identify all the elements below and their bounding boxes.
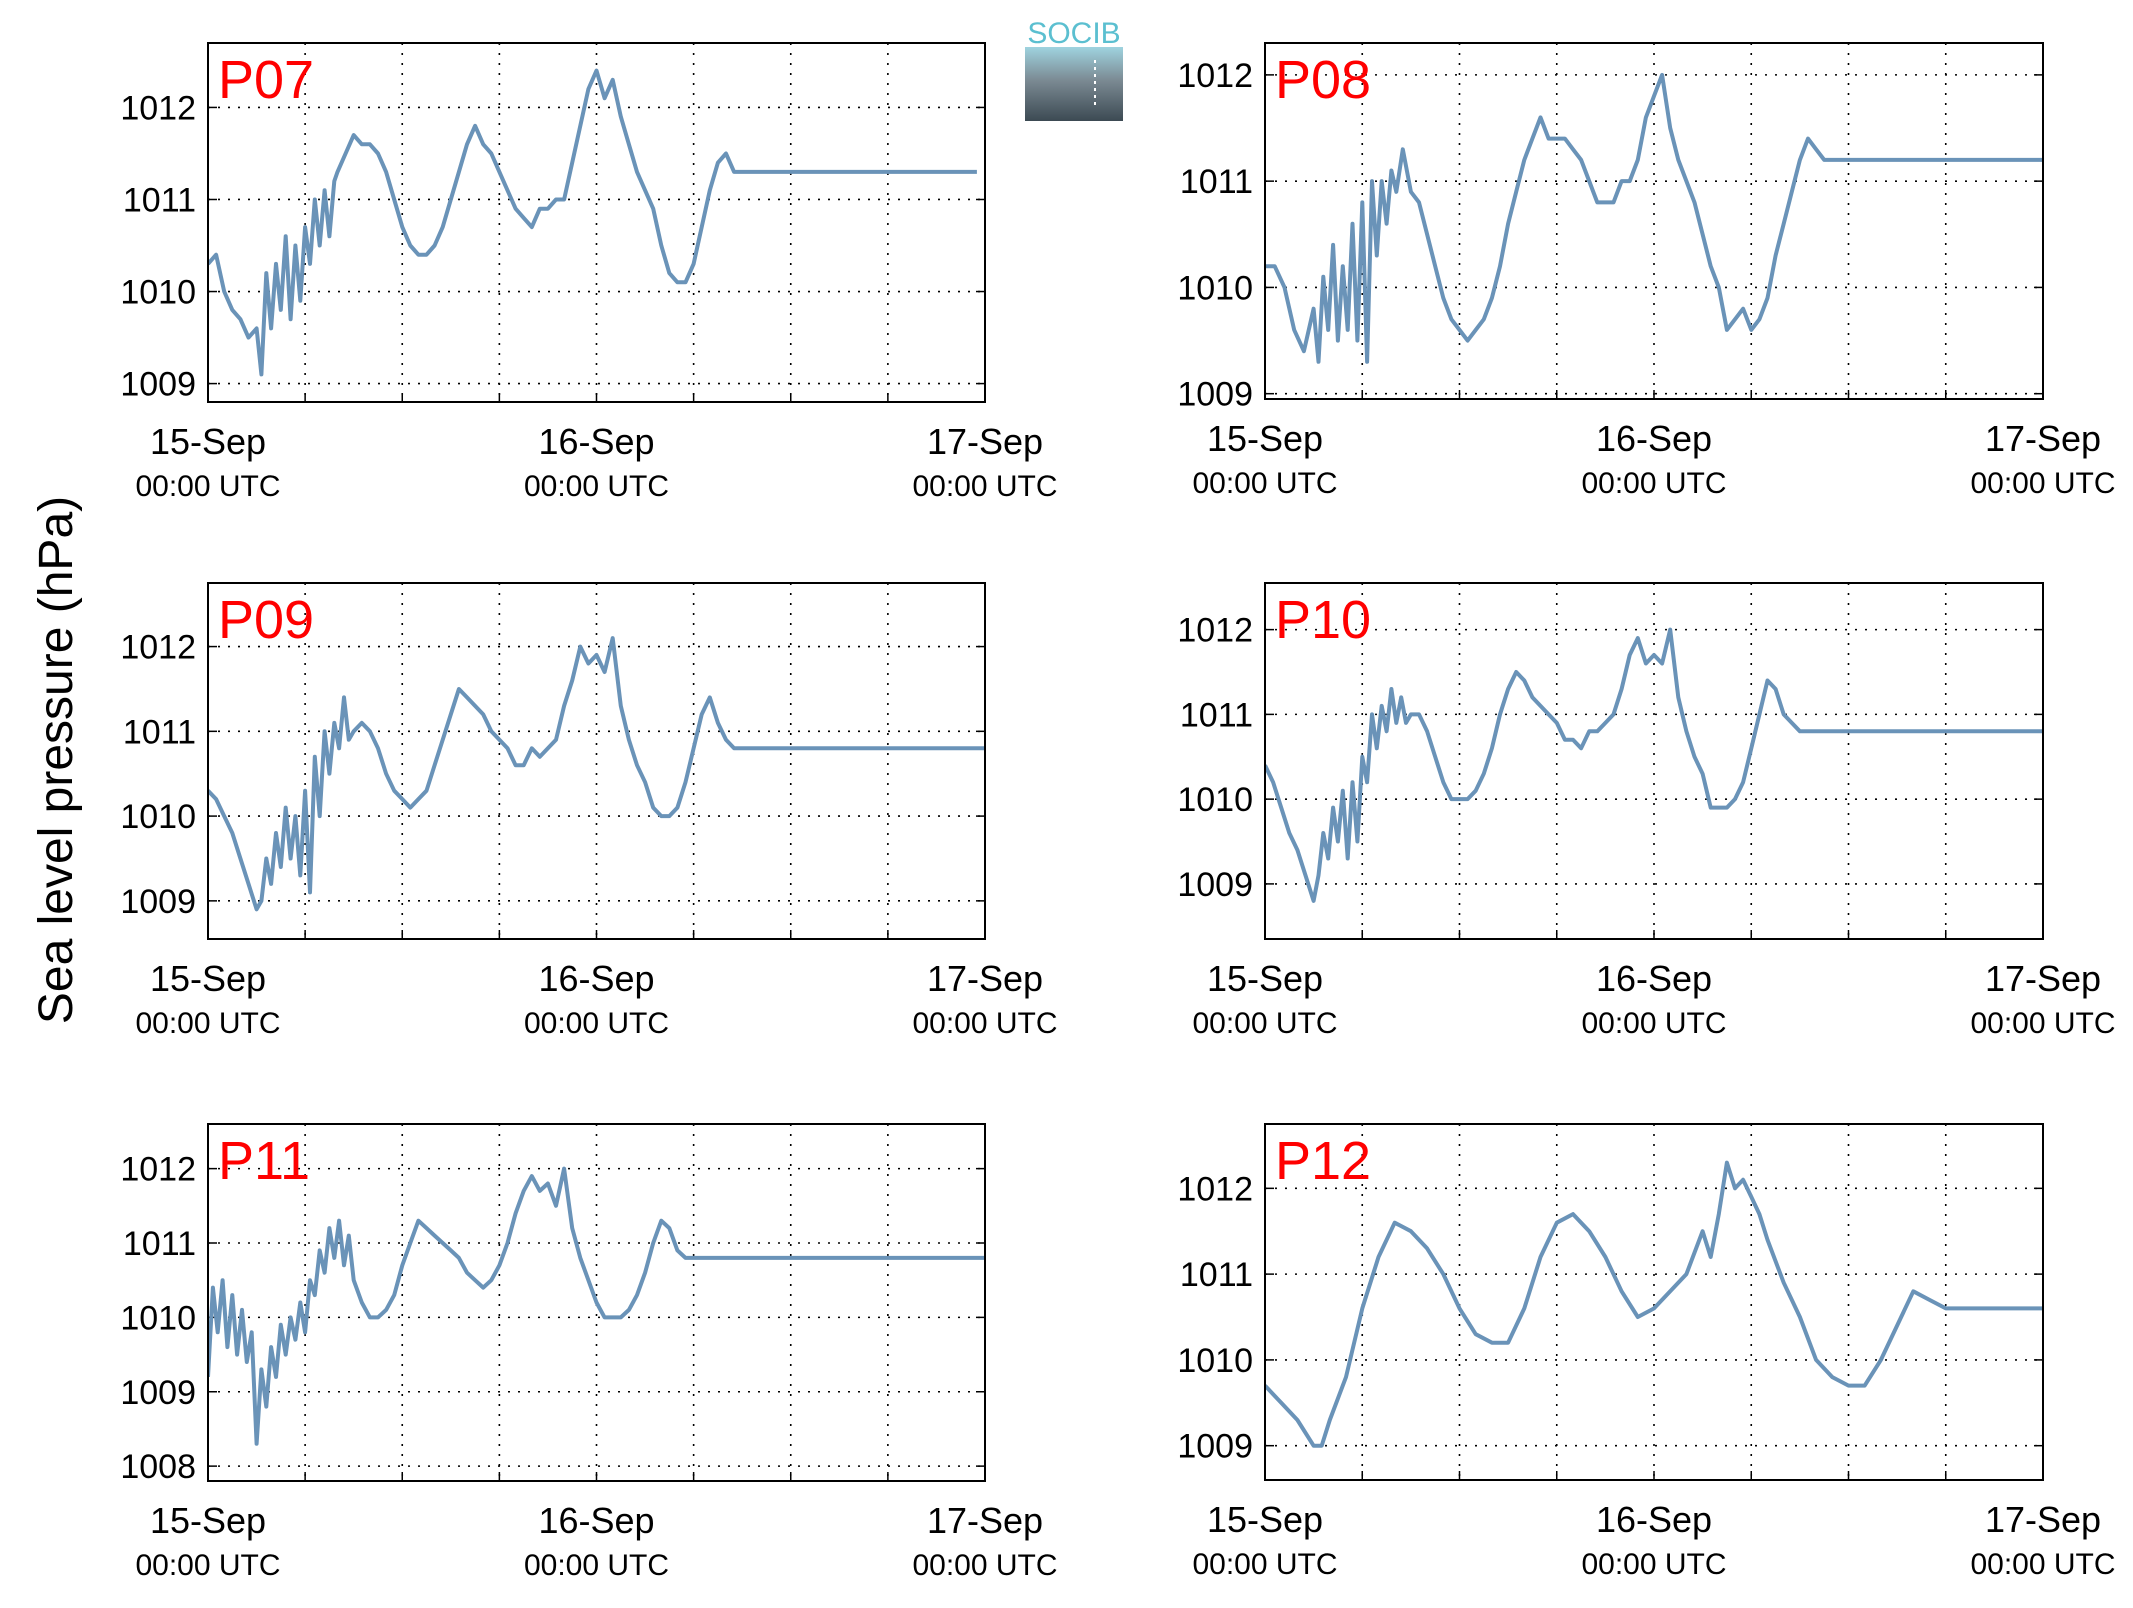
series-line-p12 bbox=[1265, 1160, 2043, 1448]
y-tick-label: 1009 bbox=[1177, 1428, 1253, 1466]
station-label: P10 bbox=[1275, 590, 1371, 650]
series-line-p11 bbox=[208, 1166, 985, 1446]
x-tick-label-time: 00:00 UTC bbox=[1192, 467, 1337, 500]
plot-area bbox=[208, 43, 985, 402]
x-tick-label-day: 15-Sep bbox=[150, 1500, 266, 1541]
plot-area bbox=[1265, 43, 2043, 399]
x-tick-label-day: 17-Sep bbox=[927, 421, 1043, 462]
axes-frame bbox=[207, 1123, 986, 1482]
x-tick-label-time: 00:00 UTC bbox=[1581, 467, 1726, 500]
station-label: P07 bbox=[218, 50, 314, 110]
y-tick-label: 1009 bbox=[120, 883, 196, 921]
x-tick-label-day: 16-Sep bbox=[1596, 418, 1712, 459]
x-tick-label-day: 16-Sep bbox=[1596, 1499, 1712, 1540]
x-tick-label-time: 00:00 UTC bbox=[1970, 1007, 2115, 1040]
axes-frame bbox=[207, 42, 986, 403]
logo-body bbox=[1025, 47, 1123, 121]
y-tick-label: 1010 bbox=[1177, 1342, 1253, 1380]
x-tick-label-day: 17-Sep bbox=[927, 958, 1043, 999]
panel-p10: 1009 1010 1011 1012 15-Sep 00:00 UTC 16-Sep 00:… bbox=[1177, 582, 2116, 1040]
y-tick-label: 1009 bbox=[1177, 866, 1253, 904]
x-tick-label-time: 00:00 UTC bbox=[524, 1007, 669, 1040]
x-tick-label-day: 15-Sep bbox=[1207, 958, 1323, 999]
x-tick-label-day: 17-Sep bbox=[927, 1500, 1043, 1541]
x-tick-label-day: 17-Sep bbox=[1985, 418, 2101, 459]
y-tick-label: 1010 bbox=[120, 274, 196, 312]
y-tick-label: 1010 bbox=[120, 1299, 196, 1337]
plot-area bbox=[208, 583, 985, 939]
socib-logo: SOCIB bbox=[1025, 17, 1123, 121]
x-tick-label-time: 00:00 UTC bbox=[524, 1549, 669, 1582]
y-tick-label: 1012 bbox=[1177, 612, 1253, 650]
y-tick-label: 1010 bbox=[120, 798, 196, 836]
x-tick-label-day: 17-Sep bbox=[1985, 958, 2101, 999]
x-tick-label-time: 00:00 UTC bbox=[1192, 1548, 1337, 1581]
y-tick-label: 1012 bbox=[120, 1151, 196, 1189]
x-tick-label-day: 15-Sep bbox=[1207, 1499, 1323, 1540]
panel-p09: 1009 1010 1011 1012 15-Sep 00:00 UTC 16-Sep 00:… bbox=[120, 582, 1058, 1040]
x-tick-label-time: 00:00 UTC bbox=[1970, 1548, 2115, 1581]
x-tick-label-day: 15-Sep bbox=[1207, 418, 1323, 459]
axes-frame bbox=[1264, 42, 2044, 400]
axes-frame bbox=[207, 582, 986, 940]
y-tick-label: 1008 bbox=[120, 1448, 196, 1486]
y-tick-label: 1011 bbox=[1180, 163, 1253, 201]
series-line-p07 bbox=[208, 68, 977, 377]
x-tick-label-time: 00:00 UTC bbox=[1581, 1007, 1726, 1040]
y-tick-label: 1012 bbox=[1177, 57, 1253, 95]
y-tick-label: 1012 bbox=[120, 89, 196, 127]
series-line-p09 bbox=[208, 636, 985, 912]
y-axis-label: Sea level pressure (hPa) bbox=[30, 496, 83, 1024]
x-tick-label-day: 16-Sep bbox=[538, 1500, 654, 1541]
panel-p08: 1009 1010 1011 1012 15-Sep 00:00 UTC 16-Sep 00:… bbox=[1177, 42, 2116, 500]
station-label: P09 bbox=[218, 590, 314, 650]
x-tick-label-day: 15-Sep bbox=[150, 421, 266, 462]
panel-p07: 1009 1010 1011 1012 15-Sep 00:00 UTC 16-Sep 00:… bbox=[120, 42, 1058, 503]
x-tick-label-day: 16-Sep bbox=[1596, 958, 1712, 999]
axes-frame bbox=[1264, 1123, 2044, 1481]
station-label: P11 bbox=[218, 1131, 310, 1191]
y-tick-label: 1012 bbox=[1177, 1170, 1253, 1208]
x-tick-label-time: 00:00 UTC bbox=[912, 1549, 1057, 1582]
x-tick-label-time: 00:00 UTC bbox=[1581, 1548, 1726, 1581]
x-tick-label-time: 00:00 UTC bbox=[1970, 467, 2115, 500]
logo-text: SOCIB bbox=[1027, 17, 1120, 50]
y-tick-label: 1011 bbox=[123, 713, 196, 751]
y-tick-label: 1009 bbox=[120, 1374, 196, 1412]
station-label: P12 bbox=[1275, 1131, 1371, 1191]
panel-p11: 1008 1009 1010 1011 1012 15-Sep 00:00 UTC 16-Se… bbox=[120, 1123, 1058, 1582]
y-tick-label: 1010 bbox=[1177, 269, 1253, 307]
x-tick-label-day: 16-Sep bbox=[538, 958, 654, 999]
y-tick-label: 1009 bbox=[120, 366, 196, 404]
plot-area bbox=[1265, 1124, 2043, 1480]
x-tick-label-time: 00:00 UTC bbox=[1192, 1007, 1337, 1040]
x-tick-label-time: 00:00 UTC bbox=[912, 1007, 1057, 1040]
x-tick-label-time: 00:00 UTC bbox=[135, 1549, 280, 1582]
y-tick-label: 1011 bbox=[123, 1225, 196, 1263]
y-tick-label: 1011 bbox=[1180, 1256, 1253, 1294]
x-tick-label-day: 16-Sep bbox=[538, 421, 654, 462]
series-line-p10 bbox=[1265, 627, 2043, 903]
x-tick-label-time: 00:00 UTC bbox=[135, 470, 280, 503]
panel-p12: 1009 1010 1011 1012 15-Sep 00:00 UTC 16-Sep 00:… bbox=[1177, 1123, 2116, 1581]
y-tick-label: 1012 bbox=[120, 629, 196, 667]
x-tick-label-time: 00:00 UTC bbox=[912, 470, 1057, 503]
x-tick-label-time: 00:00 UTC bbox=[135, 1007, 280, 1040]
y-tick-label: 1011 bbox=[1180, 696, 1253, 734]
x-tick-label-time: 00:00 UTC bbox=[524, 470, 669, 503]
y-tick-label: 1009 bbox=[1177, 376, 1253, 414]
y-tick-label: 1011 bbox=[123, 181, 196, 219]
series-line-p08 bbox=[1265, 72, 2043, 364]
panel-grid: 1009 1010 1011 1012 15-Sep 00:00 UTC 16-Sep 00:… bbox=[120, 42, 2116, 1582]
axes-frame bbox=[1264, 582, 2044, 940]
x-tick-label-day: 15-Sep bbox=[150, 958, 266, 999]
station-label: P08 bbox=[1275, 50, 1371, 110]
x-tick-label-day: 17-Sep bbox=[1985, 1499, 2101, 1540]
y-tick-label: 1010 bbox=[1177, 781, 1253, 819]
plot-area bbox=[1265, 583, 2043, 939]
